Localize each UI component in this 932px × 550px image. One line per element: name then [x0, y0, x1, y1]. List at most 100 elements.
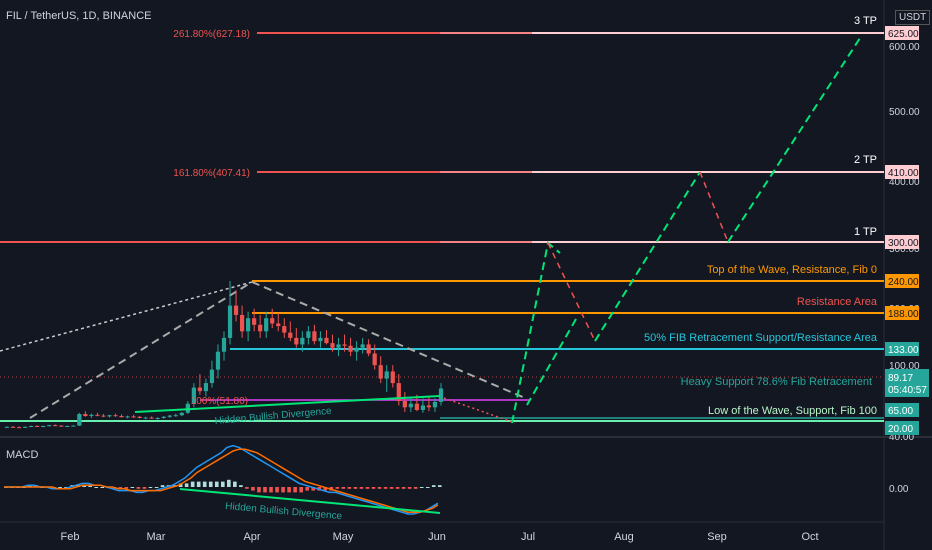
- candle-body: [348, 345, 353, 352]
- last-price-value: 89.17: [888, 373, 913, 384]
- macd-histogram-bar: [136, 487, 141, 489]
- candle-body: [318, 337, 323, 342]
- candle-body: [179, 412, 184, 416]
- price-tag-text: 133.00: [888, 345, 919, 356]
- candle-body: [131, 416, 136, 418]
- candle-body: [438, 388, 444, 402]
- projection-path: [699, 171, 729, 243]
- price-tag-text: 240.00: [888, 277, 919, 288]
- fib-label: 100%(51.80): [191, 396, 248, 407]
- level-label: 2 TP: [854, 154, 877, 166]
- macd-histogram-bar: [118, 487, 123, 489]
- candle-body: [47, 425, 52, 427]
- macd-histogram-bar: [148, 487, 153, 488]
- candle-body: [83, 414, 88, 416]
- candle-body: [161, 416, 166, 418]
- candle-body: [324, 337, 329, 344]
- macd-histogram-bar: [100, 487, 105, 488]
- signal-line: [4, 448, 439, 513]
- candle-body: [59, 425, 64, 427]
- macd-histogram-bar: [257, 487, 261, 493]
- candle-body: [246, 318, 251, 332]
- x-tick-label: May: [333, 531, 354, 543]
- candle-body: [29, 426, 34, 427]
- candle-body: [107, 415, 112, 417]
- macd-histogram-bar: [178, 483, 183, 487]
- annotation-text: Hidden Bullish Divergence: [225, 501, 343, 522]
- candle-body: [53, 425, 58, 427]
- currency-badge[interactable]: USDT: [895, 10, 931, 25]
- macd-histogram-bar: [239, 485, 243, 487]
- macd-histogram-bar: [401, 487, 406, 489]
- candle-body: [330, 343, 335, 348]
- candle-body: [4, 426, 10, 428]
- macd-histogram-bar: [407, 487, 412, 489]
- candle-body: [233, 305, 239, 315]
- level-label: Low of the Wave, Support, Fib 100: [708, 405, 877, 417]
- price-tag-text: 625.00: [888, 29, 919, 40]
- macd-histogram-bar: [383, 487, 388, 489]
- macd-histogram-bar: [251, 487, 255, 491]
- macd-histogram-bar: [263, 487, 267, 493]
- macd-histogram-bar: [58, 487, 62, 488]
- macd-histogram-bar: [142, 487, 147, 489]
- candle-body: [215, 351, 221, 370]
- macd-histogram-bar: [347, 487, 352, 489]
- macd-histogram-bar: [323, 487, 328, 491]
- candle-body: [354, 347, 359, 352]
- candle-body: [300, 337, 305, 345]
- price-tag: [885, 403, 919, 417]
- price-tag: [885, 421, 919, 435]
- y-tick-label: 500.00: [889, 107, 920, 118]
- price-tag-text: 410.00: [888, 168, 919, 179]
- price-tag-text: 65.00: [888, 406, 913, 417]
- candle-body: [390, 371, 395, 384]
- macd-histogram-bar: [293, 487, 297, 493]
- candle-body: [270, 318, 275, 324]
- macd-histogram-bar: [389, 487, 394, 489]
- level-label: Resistance Area: [797, 296, 878, 308]
- level-label: Top of the Wave, Resistance, Fib 0: [707, 264, 877, 276]
- macd-histogram-bar: [365, 487, 370, 489]
- wave-line: [29, 281, 253, 419]
- candle-body: [414, 403, 419, 410]
- candle-body: [426, 405, 432, 408]
- x-tick-label: Aug: [614, 531, 634, 543]
- candle-body: [342, 344, 347, 346]
- candle-body: [173, 415, 178, 417]
- candle-body: [197, 387, 202, 392]
- candle-body: [143, 417, 148, 419]
- candle-body: [408, 403, 413, 408]
- candle-body: [306, 331, 311, 338]
- macd-histogram-bar: [275, 487, 279, 493]
- candle-body: [420, 405, 426, 410]
- candle-body: [372, 353, 377, 366]
- candle-body: [366, 344, 371, 354]
- level-label: 3 TP: [854, 15, 877, 27]
- candle-body: [432, 401, 438, 408]
- x-tick-label: Oct: [801, 531, 818, 543]
- macd-histogram-bar: [335, 487, 340, 489]
- last-price-tag: [885, 369, 929, 397]
- macd-histogram-bar: [269, 487, 273, 493]
- x-tick-label: Feb: [61, 531, 80, 543]
- level-label: 50% FIB Retracement Support/Resistance A…: [644, 332, 878, 344]
- macd-histogram-bar: [154, 487, 159, 488]
- candle-body: [276, 323, 281, 327]
- macd-histogram-bar: [233, 481, 237, 487]
- candle-body: [167, 415, 172, 417]
- price-tag-text: 188.00: [888, 309, 919, 320]
- macd-histogram-bar: [82, 485, 86, 487]
- projection-path: [443, 397, 516, 424]
- price-tag: [885, 165, 919, 179]
- candle-body: [149, 417, 154, 419]
- candle-body: [113, 415, 118, 417]
- candle-body: [35, 426, 40, 427]
- x-tick-label: Jun: [428, 531, 446, 543]
- y-tick-label: 100.00: [889, 361, 920, 372]
- candle-body: [336, 344, 341, 348]
- macd-histogram-bar: [208, 481, 213, 487]
- x-tick-label: Mar: [147, 531, 166, 543]
- macd-histogram-bar: [311, 487, 316, 491]
